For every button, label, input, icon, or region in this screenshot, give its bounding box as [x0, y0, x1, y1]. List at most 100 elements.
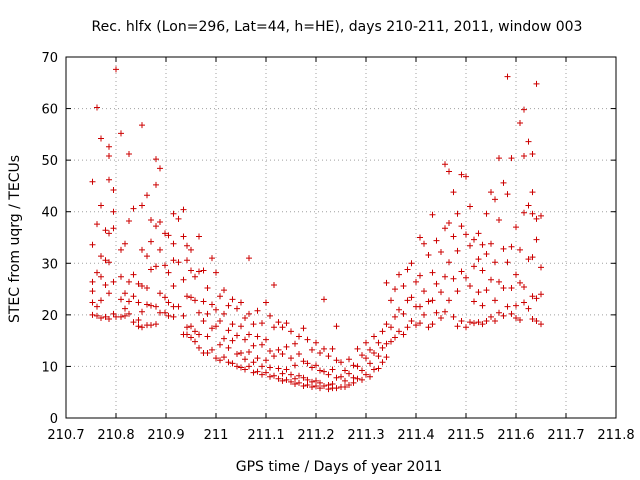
data-point	[267, 364, 273, 371]
data-point	[396, 271, 402, 278]
data-point	[321, 296, 327, 303]
data-point	[263, 369, 269, 376]
data-point	[292, 340, 298, 347]
data-point	[242, 356, 248, 363]
data-point	[329, 345, 336, 352]
data-point	[488, 276, 494, 283]
data-point	[89, 241, 96, 248]
data-point	[458, 223, 465, 230]
data-point	[446, 220, 452, 227]
data-point	[267, 312, 273, 319]
data-point	[309, 346, 315, 353]
data-point	[126, 310, 132, 317]
data-point	[162, 294, 168, 301]
data-point	[102, 281, 109, 288]
data-point	[254, 368, 261, 375]
data-point	[404, 324, 411, 331]
data-point	[192, 273, 198, 280]
data-point	[165, 269, 172, 276]
data-point	[333, 374, 340, 381]
data-point	[148, 322, 154, 329]
data-point	[379, 344, 386, 351]
data-point	[483, 287, 490, 294]
data-point	[242, 336, 248, 343]
data-point	[246, 310, 252, 317]
data-point	[383, 340, 390, 347]
data-point	[421, 240, 427, 247]
data-point	[259, 320, 265, 327]
data-point	[196, 331, 202, 338]
data-point	[122, 305, 128, 312]
data-point	[106, 153, 112, 160]
data-point	[475, 256, 482, 263]
data-point	[221, 335, 227, 342]
data-point	[225, 344, 232, 351]
data-point	[225, 302, 232, 309]
y-tick-label: 50	[41, 154, 58, 169]
data-point	[304, 381, 311, 388]
data-point	[288, 371, 294, 378]
data-point	[238, 350, 244, 357]
data-point	[196, 233, 202, 240]
data-point	[213, 355, 219, 362]
data-point	[442, 225, 448, 232]
data-point	[229, 296, 236, 303]
data-point	[217, 318, 223, 325]
data-point	[479, 241, 486, 248]
data-point	[317, 367, 323, 374]
data-point	[496, 155, 502, 162]
data-point	[359, 376, 365, 383]
data-point	[113, 66, 119, 73]
data-point	[517, 120, 523, 127]
data-point	[135, 323, 142, 330]
data-point	[263, 299, 269, 306]
data-point	[259, 341, 265, 348]
data-point	[467, 203, 473, 210]
data-point	[404, 266, 411, 273]
data-point	[238, 364, 244, 371]
data-point	[425, 298, 432, 305]
data-point	[170, 257, 177, 264]
data-point	[271, 324, 277, 331]
data-point	[196, 309, 202, 316]
data-point	[250, 342, 257, 349]
data-point	[496, 309, 502, 316]
data-point	[184, 293, 190, 300]
data-point	[371, 333, 377, 340]
data-point	[533, 295, 540, 302]
data-point	[267, 373, 273, 380]
data-point	[106, 259, 112, 266]
data-point	[367, 373, 373, 380]
data-point	[421, 311, 427, 318]
y-tick-label: 40	[41, 206, 58, 221]
data-point	[139, 308, 145, 315]
x-tick-label: 211.4	[397, 428, 434, 443]
data-point	[438, 248, 444, 255]
data-point	[130, 293, 137, 300]
data-point	[533, 215, 540, 222]
x-tick-label: 211.3	[347, 428, 384, 443]
data-point	[342, 367, 348, 374]
data-point	[413, 278, 419, 285]
data-point	[162, 262, 168, 269]
data-point	[396, 328, 402, 335]
data-points	[89, 66, 544, 393]
data-point	[153, 303, 159, 310]
data-point	[175, 259, 182, 266]
data-point	[200, 318, 207, 325]
data-point	[400, 331, 407, 338]
data-point	[429, 321, 436, 328]
data-point	[508, 155, 515, 162]
data-point	[325, 371, 332, 378]
data-point	[153, 263, 159, 270]
data-point	[118, 246, 124, 253]
data-point	[89, 288, 96, 295]
data-point	[458, 268, 465, 275]
data-point	[513, 314, 519, 321]
data-point	[463, 231, 469, 238]
data-point	[371, 366, 377, 373]
data-point	[184, 324, 190, 331]
data-point	[165, 232, 172, 239]
data-point	[94, 221, 100, 228]
